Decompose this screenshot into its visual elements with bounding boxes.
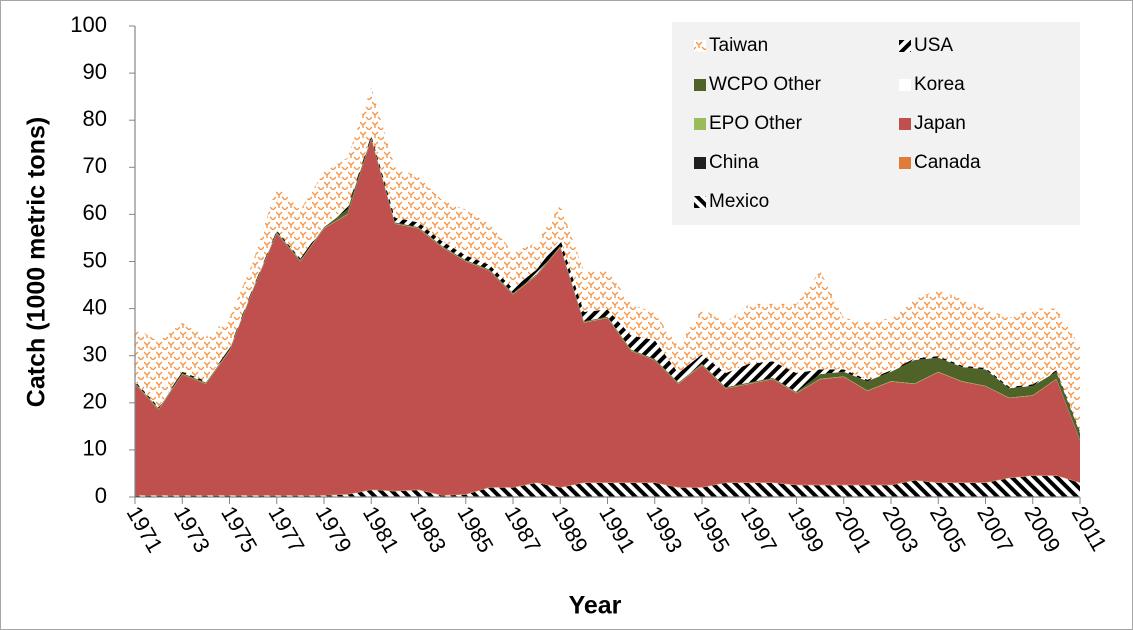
legend-label: WCPO Other: [709, 74, 822, 95]
legend-swatch: [694, 118, 706, 130]
legend-label: Japan: [914, 113, 966, 134]
y-tick-label: 70: [83, 153, 107, 178]
legend-box: [672, 22, 1080, 225]
legend-swatch: [899, 79, 911, 91]
y-tick-label: 80: [83, 106, 107, 131]
y-tick-label: 0: [95, 483, 107, 508]
y-tick-label: 90: [83, 59, 107, 84]
area: [135, 87, 1080, 432]
legend-swatch: [899, 118, 911, 130]
legend-label: Taiwan: [709, 35, 768, 56]
legend-swatch: [899, 157, 911, 169]
legend-swatch: [694, 40, 706, 52]
legend-label: Mexico: [709, 191, 769, 212]
y-tick-label: 10: [83, 436, 107, 461]
y-tick-label: 50: [83, 247, 107, 272]
y-tick-label: 20: [83, 389, 107, 414]
y-tick-label: 40: [83, 294, 107, 319]
legend-label: USA: [914, 35, 953, 56]
y-tick-label: 30: [83, 342, 107, 367]
legend-label: Canada: [914, 152, 981, 173]
plot-area: [135, 87, 1080, 497]
legend-swatch: [694, 157, 706, 169]
y-tick-label: 100: [70, 12, 107, 37]
legend-swatch: [694, 196, 706, 208]
area: [135, 139, 1080, 496]
legend-swatch: [899, 40, 911, 52]
legend-swatch: [694, 79, 706, 91]
y-tick-label: 60: [83, 200, 107, 225]
area: [135, 475, 1080, 497]
x-axis-title: Year: [569, 592, 622, 620]
legend-label: EPO Other: [709, 113, 803, 134]
y-axis-title: Catch (1000 metric tons): [23, 117, 51, 407]
legend-label: China: [709, 152, 759, 173]
legend-label: Korea: [914, 74, 965, 95]
